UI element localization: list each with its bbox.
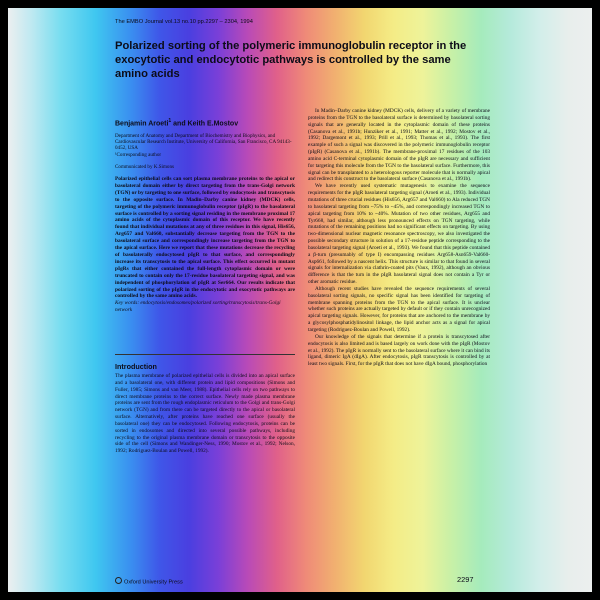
section-divider bbox=[115, 354, 295, 355]
corresponding-mark: 1 bbox=[168, 118, 172, 124]
paragraph: The plasma membrane of polarized epithel… bbox=[115, 373, 295, 455]
section-heading-introduction: Introduction bbox=[115, 362, 157, 371]
article-title: Polarized sorting of the polymeric immun… bbox=[115, 40, 467, 80]
publisher-logo-icon bbox=[115, 577, 122, 584]
affiliation: Department of Anatomy and Department of … bbox=[115, 133, 292, 152]
journal-header: The EMBO Journal vol.13 no.10 pp.2297 – … bbox=[115, 19, 253, 25]
author-line: Benjamin Aroeti1 and Keith E.Mostov bbox=[115, 118, 238, 127]
author-joiner: and bbox=[171, 120, 188, 128]
journal-page: The EMBO Journal vol.13 no.10 pp.2297 – … bbox=[8, 8, 592, 592]
left-column: Department of Anatomy and Department of … bbox=[115, 133, 295, 314]
communicated-by: Communicated by K.Simons bbox=[115, 163, 175, 170]
publisher-footer: Oxford University Press bbox=[115, 577, 183, 586]
corresponding-note: ¹Corresponding author bbox=[115, 151, 162, 158]
paragraph: We have recently used systematic mutagen… bbox=[308, 183, 490, 286]
page-number: 2297 bbox=[457, 575, 474, 584]
introduction-section: The plasma membrane of polarized epithel… bbox=[115, 373, 295, 455]
paragraph: Although recent studies have revealed th… bbox=[308, 285, 490, 333]
right-column: In Madin–Darby canine kidney (MDCK) cell… bbox=[308, 108, 490, 368]
paragraph: In Madin–Darby canine kidney (MDCK) cell… bbox=[308, 108, 490, 183]
author-first: Benjamin Aroeti bbox=[115, 120, 169, 128]
abstract: Polarized epithelial cells can sort plas… bbox=[115, 176, 295, 300]
publisher-name: Oxford University Press bbox=[124, 579, 183, 586]
keywords: Key words: endocytosis/endosomes/polariz… bbox=[115, 300, 281, 313]
paragraph: Our knowledge of the signals that determ… bbox=[308, 333, 490, 368]
author-second: Keith E.Mostov bbox=[187, 120, 239, 128]
